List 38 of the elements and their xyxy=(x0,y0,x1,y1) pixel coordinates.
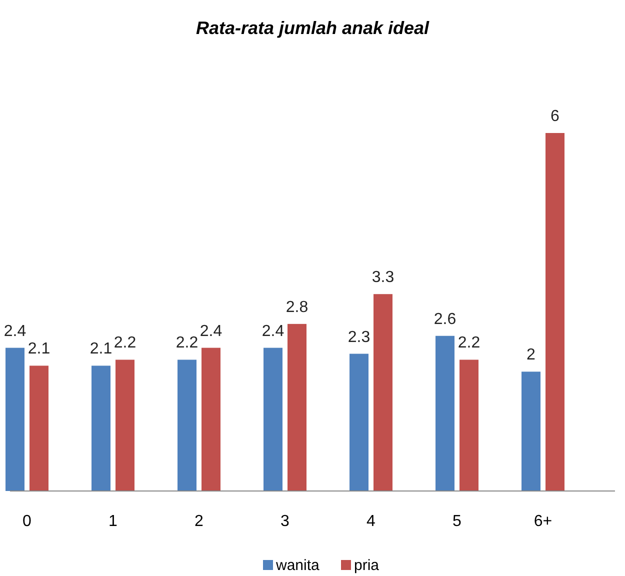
bar xyxy=(178,360,196,491)
x-tick-label: 4 xyxy=(366,513,376,530)
data-label: 2.6 xyxy=(434,310,456,328)
data-label: 2.1 xyxy=(90,340,112,358)
chart-title: Rata-rata jumlah anak ideal xyxy=(196,18,430,38)
legend-label: pria xyxy=(354,557,380,574)
data-label: 2.4 xyxy=(4,322,26,340)
bar xyxy=(202,348,220,491)
bar xyxy=(116,360,134,491)
data-label: 2.4 xyxy=(200,322,222,340)
bar xyxy=(264,348,282,491)
data-label: 2.2 xyxy=(176,334,198,352)
bar xyxy=(436,336,454,491)
x-tick-label: 0 xyxy=(22,513,32,530)
data-label: 2.1 xyxy=(28,340,50,358)
data-label: 3.3 xyxy=(372,269,394,286)
data-label: 2 xyxy=(526,346,536,364)
x-tick-label: 2 xyxy=(194,513,204,530)
data-label: 2.2 xyxy=(458,334,480,352)
legend-label: wanita xyxy=(275,557,320,574)
bar xyxy=(288,324,306,491)
x-tick-label: 1 xyxy=(108,513,118,530)
bar xyxy=(546,133,564,491)
data-label: 2.8 xyxy=(286,298,308,316)
x-tick-label: 6+ xyxy=(534,513,552,530)
bar xyxy=(92,366,110,491)
bar xyxy=(522,372,540,491)
data-label: 2.4 xyxy=(262,322,284,340)
bar xyxy=(30,366,48,491)
bar xyxy=(350,354,368,491)
bar xyxy=(374,294,392,491)
data-label: 2.3 xyxy=(348,328,370,346)
x-tick-label: 5 xyxy=(452,513,462,530)
data-label: 6 xyxy=(550,108,560,125)
x-tick-label: 3 xyxy=(280,513,290,530)
bar xyxy=(6,348,24,491)
bar xyxy=(460,360,478,491)
data-label: 2.2 xyxy=(114,334,136,352)
